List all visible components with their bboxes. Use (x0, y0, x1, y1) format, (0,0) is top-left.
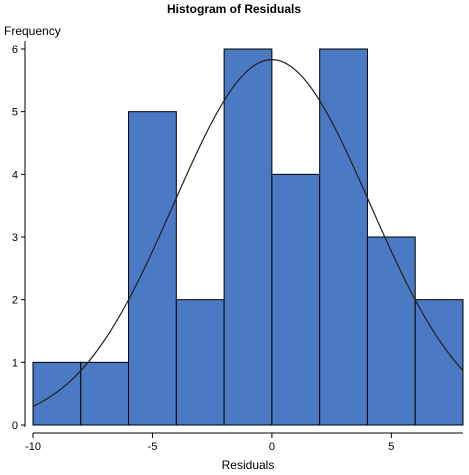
normal-curve (32, 59, 464, 407)
y-tick-label: 1 (12, 357, 18, 369)
x-tick-label: 5 (388, 441, 394, 453)
y-tick-label: 5 (12, 107, 18, 119)
histogram-bar (32, 361, 82, 426)
histogram-bar (128, 111, 177, 426)
y-tick-label: 0 (12, 420, 18, 432)
x-tick-label: 0 (269, 441, 275, 453)
x-tick-label: -5 (148, 441, 158, 453)
histogram-bar (271, 173, 321, 426)
histogram-bars (32, 48, 464, 426)
y-axis-label: Frequency (4, 24, 61, 38)
y-tick-label: 6 (12, 44, 18, 56)
histogram-bar (175, 299, 225, 426)
x-tick-label: -10 (25, 441, 41, 453)
chart-title: Histogram of Residuals (167, 2, 301, 16)
histogram-bar (366, 236, 416, 426)
y-tick-label: 4 (12, 169, 18, 181)
axes: 0 1 2 3 4 5 6 -10 -5 0 5 (12, 41, 463, 453)
y-tick-label: 3 (12, 232, 18, 244)
y-tick-label: 2 (12, 295, 18, 307)
histogram-bar (223, 48, 273, 426)
histogram-bar (80, 361, 130, 426)
histogram-bar (319, 48, 368, 426)
x-axis-label: Residuals (222, 458, 275, 472)
